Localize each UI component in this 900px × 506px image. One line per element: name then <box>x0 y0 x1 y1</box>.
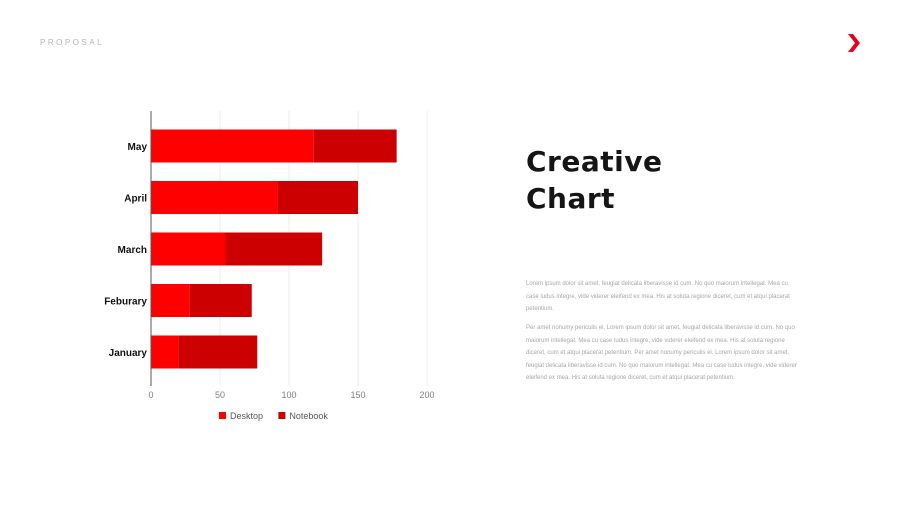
category-label-april: April <box>124 194 147 205</box>
bar-march-notebook <box>225 232 323 266</box>
bar-feburary-notebook <box>189 284 252 317</box>
legend-swatch-desktop <box>219 412 226 419</box>
stacked-bar-chart: 0 50 100 150 200 May April March Feburary January… <box>104 111 435 421</box>
bar-april-desktop <box>151 181 278 214</box>
bar-feburary-desktop <box>151 284 190 317</box>
bar-april-notebook <box>277 181 358 214</box>
labels: 0 50 100 150 200 May April March Feburary January <box>104 142 434 400</box>
slide-title-line-2: Chart <box>526 182 616 215</box>
slide-title-line-1: Creative <box>526 145 663 178</box>
header-label: PROPOSAL <box>40 38 105 47</box>
bar-may-desktop <box>151 129 314 163</box>
legend-swatch-notebook <box>278 412 286 419</box>
bar-march-desktop <box>151 232 226 266</box>
body-paragraph-2: Per amet nonumy periculis ei. Lorem ipsu… <box>526 325 797 381</box>
legend: Desktop Notebook <box>219 411 328 421</box>
legend-label-notebook: Notebook <box>289 411 328 421</box>
x-tick-label-50: 50 <box>215 390 225 400</box>
x-tick-label-0: 0 <box>148 390 153 400</box>
category-label-january: January <box>109 348 148 359</box>
body-paragraph-1: Lorem ipsum dolor sit amet, feugiat deli… <box>526 281 790 312</box>
bar-january-desktop <box>151 335 179 369</box>
bars <box>151 129 397 369</box>
category-label-march: March <box>118 245 147 256</box>
legend-label-desktop: Desktop <box>230 411 263 421</box>
bar-may-notebook <box>313 129 397 163</box>
x-tick-label-200: 200 <box>419 390 434 400</box>
x-tick-label-150: 150 <box>350 390 365 400</box>
category-label-may: May <box>128 142 148 153</box>
logo-chevron-shape <box>848 34 860 52</box>
red-chevron-right-icon <box>848 34 860 52</box>
bar-january-notebook <box>178 335 258 369</box>
category-label-feburary: Feburary <box>104 297 147 308</box>
slide-title: Creative Chart <box>526 143 662 217</box>
x-tick-label-100: 100 <box>281 390 296 400</box>
